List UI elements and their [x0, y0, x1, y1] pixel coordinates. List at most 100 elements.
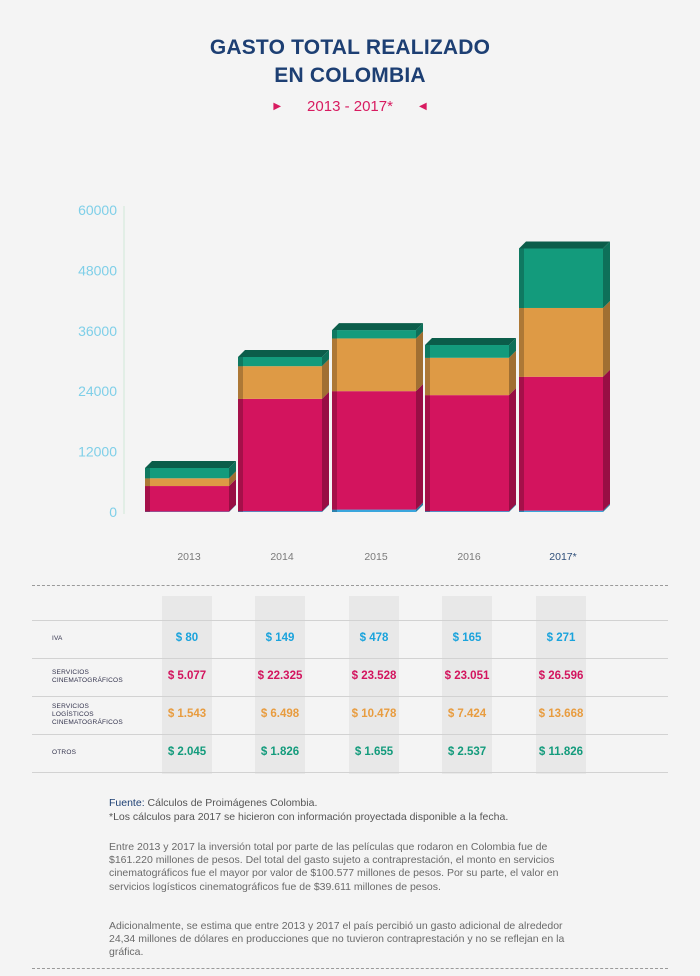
bar-edge-servicios_logisticos [145, 478, 150, 487]
bar-segment-otros [145, 467, 229, 479]
bar-edge-otros [425, 345, 430, 358]
chart-subtitle: ▶ 2013 - 2017* ◀ [0, 96, 700, 118]
dashed-separator [32, 585, 668, 586]
data-table: IVA $ 80 $ 149 $ 478 $ 165 $ 271 SERVICIOS CINE… [0, 596, 700, 774]
x-tick-label: 2014 [270, 551, 294, 563]
bar-edge-iva [425, 510, 430, 512]
bar-edge-servicios_logisticos [332, 338, 337, 392]
table-cell: $ 23.051 [444, 670, 490, 682]
bar-edge-otros [145, 467, 150, 479]
bar-side-otros [509, 338, 516, 358]
bar-edge-servicios_logisticos [238, 366, 243, 399]
table-cell: $ 1.543 [167, 708, 207, 720]
subtitle-text: 2013 - 2017* [307, 98, 393, 115]
table-cell: $ 11.826 [538, 746, 584, 758]
y-tick-label: 24000 [78, 383, 117, 399]
table-row-label: SERVICIOS LOGÍSTICOS CINEMATOGRÁFICOS [52, 703, 123, 726]
stacked-bar-chart: 0 12000 24000 36000 48000 60000 2013 2014 2015 20… [78, 202, 610, 563]
bar-side-servicios_logisticos [416, 331, 423, 392]
table-row-label: SERVICIOS CINEMATOGRÁFICOS [52, 669, 123, 684]
table-row-label: OTROS [52, 749, 77, 756]
bar-segment-iva [425, 510, 509, 512]
table-cell: $ 80 [175, 632, 199, 644]
bar-segment-otros [425, 345, 509, 358]
bar-side-servicios_cinematograficos [416, 384, 423, 510]
bar-side-otros [322, 349, 329, 367]
bar-side-iva [603, 503, 610, 512]
table-column-bg [162, 596, 212, 774]
bar-side-servicios_cinematograficos [509, 388, 516, 512]
table-row-divider [32, 772, 668, 773]
bar-side-servicios_logisticos [322, 359, 329, 399]
table-cell: $ 13.668 [538, 708, 584, 720]
table-cell: $ 10.478 [351, 708, 397, 720]
chart-title-line-2: EN COLOMBIA [274, 64, 426, 87]
table-cell: $ 6.498 [260, 708, 300, 720]
bar-segment-iva [332, 509, 416, 512]
table-cell: $ 26.596 [538, 670, 584, 682]
bar-segment-servicios_logisticos [145, 478, 229, 487]
table-cell: $ 5.077 [167, 670, 207, 682]
bar-segment-servicios_cinematograficos [145, 486, 229, 512]
footnote: *Los cálculos para 2017 se hicieron con … [109, 811, 509, 823]
table-column-bg [255, 596, 305, 774]
bar-segment-servicios_logisticos [332, 338, 416, 392]
bar-segment-iva [519, 510, 603, 512]
summary-paragraph-2: Adicionalmente, se estima que entre 2013… [109, 920, 565, 959]
summary-paragraph-1: Entre 2013 y 2017 la inversión total por… [109, 841, 559, 893]
bar-top-otros [145, 460, 236, 468]
bar-edge-servicios_logisticos [425, 357, 430, 396]
bar-edge-servicios_logisticos [519, 307, 524, 377]
table-cell: $ 22.325 [257, 670, 303, 682]
table-cell: $ 478 [359, 632, 389, 644]
bar-edge-servicios_cinematograficos [519, 376, 524, 511]
bar-side-servicios_logisticos [509, 350, 516, 396]
table-row-divider [32, 658, 668, 659]
table-cell: $ 1.655 [354, 746, 394, 758]
bar-top-otros [425, 338, 516, 346]
bar-edge-iva [238, 510, 243, 512]
bar-segment-otros [519, 248, 603, 308]
bar-top-otros [332, 323, 423, 331]
bar-side-otros [416, 323, 423, 339]
table-cell: $ 2.045 [167, 746, 207, 758]
x-tick-label: 2015 [364, 551, 388, 563]
table-column-bg [536, 596, 586, 774]
y-tick-label: 12000 [78, 444, 117, 460]
table-cell: $ 1.826 [260, 746, 300, 758]
triangle-right-icon: ▶ [273, 101, 282, 112]
table-row-divider [32, 620, 668, 621]
bar-side-servicios_cinematograficos [229, 479, 236, 512]
table-row-divider [32, 696, 668, 697]
bar-segment-servicios_logisticos [238, 366, 322, 399]
y-tick-label: 60000 [78, 202, 117, 218]
bar-edge-servicios_cinematograficos [425, 395, 430, 512]
bar-top-otros [238, 349, 329, 357]
bar-side-servicios_logisticos [603, 300, 610, 377]
table-cell: $ 165 [452, 632, 482, 644]
bar-edge-servicios_cinematograficos [332, 391, 337, 510]
table-row-label: IVA [52, 635, 63, 642]
source-text: Cálculos de Proimágenes Colombia. [144, 797, 318, 809]
bar-side-otros [229, 460, 236, 479]
bar-side-iva [416, 502, 423, 512]
table-cell: $ 271 [546, 632, 576, 644]
bar-edge-otros [238, 356, 243, 367]
bar-edge-otros [519, 248, 524, 308]
bar-top-otros [519, 241, 610, 249]
x-tick-label: 2016 [457, 551, 481, 563]
bar-segment-servicios_cinematograficos [332, 391, 416, 510]
bar-edge-otros [332, 330, 337, 339]
bar-side-servicios_cinematograficos [322, 391, 329, 512]
bar-segment-servicios_logisticos [425, 357, 509, 396]
table-column-bg [442, 596, 492, 774]
bar-edge-iva [519, 510, 524, 512]
y-tick-label: 48000 [78, 262, 117, 278]
x-tick-label: 2013 [177, 551, 201, 563]
bar-segment-otros [332, 330, 416, 339]
table-cell: $ 7.424 [447, 708, 487, 720]
table-cell: $ 2.537 [447, 746, 487, 758]
bar-segment-iva [238, 510, 322, 512]
bar-segment-otros [238, 356, 322, 367]
y-tick-label: 36000 [78, 323, 117, 339]
